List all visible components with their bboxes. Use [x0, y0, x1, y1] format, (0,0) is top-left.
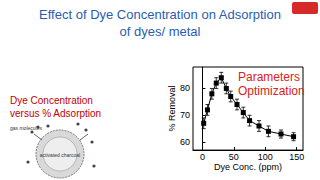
html-text:Effect of Dye Concentration on: Effect of Dye Concentration on Adsorptio… [39, 7, 281, 22]
html-text:of dyes/ metal: of dyes/ metal [119, 24, 201, 39]
svg-text:100: 100 [258, 152, 273, 162]
html-text:Optimization: Optimization [238, 84, 305, 98]
svg-text:150: 150 [289, 152, 304, 162]
html-text:versus % Adsorption: versus % Adsorption [10, 108, 102, 119]
svg-text:60: 60 [180, 137, 190, 147]
svg-text:50: 50 [229, 152, 239, 162]
svg-text:gas molecules: gas molecules [10, 125, 42, 131]
html-text:Dye Concentration: Dye Concentration [10, 95, 93, 106]
svg-text:0: 0 [200, 152, 205, 162]
svg-text:80: 80 [180, 83, 190, 93]
svg-text:70: 70 [180, 110, 190, 120]
svg-text:activated charcoal: activated charcoal [40, 152, 80, 158]
svg-text:Dye Conc. (ppm): Dye Conc. (ppm) [214, 162, 282, 172]
svg-text:% Removal: % Removal [167, 86, 177, 132]
html-text:Parameters: Parameters [238, 70, 300, 84]
